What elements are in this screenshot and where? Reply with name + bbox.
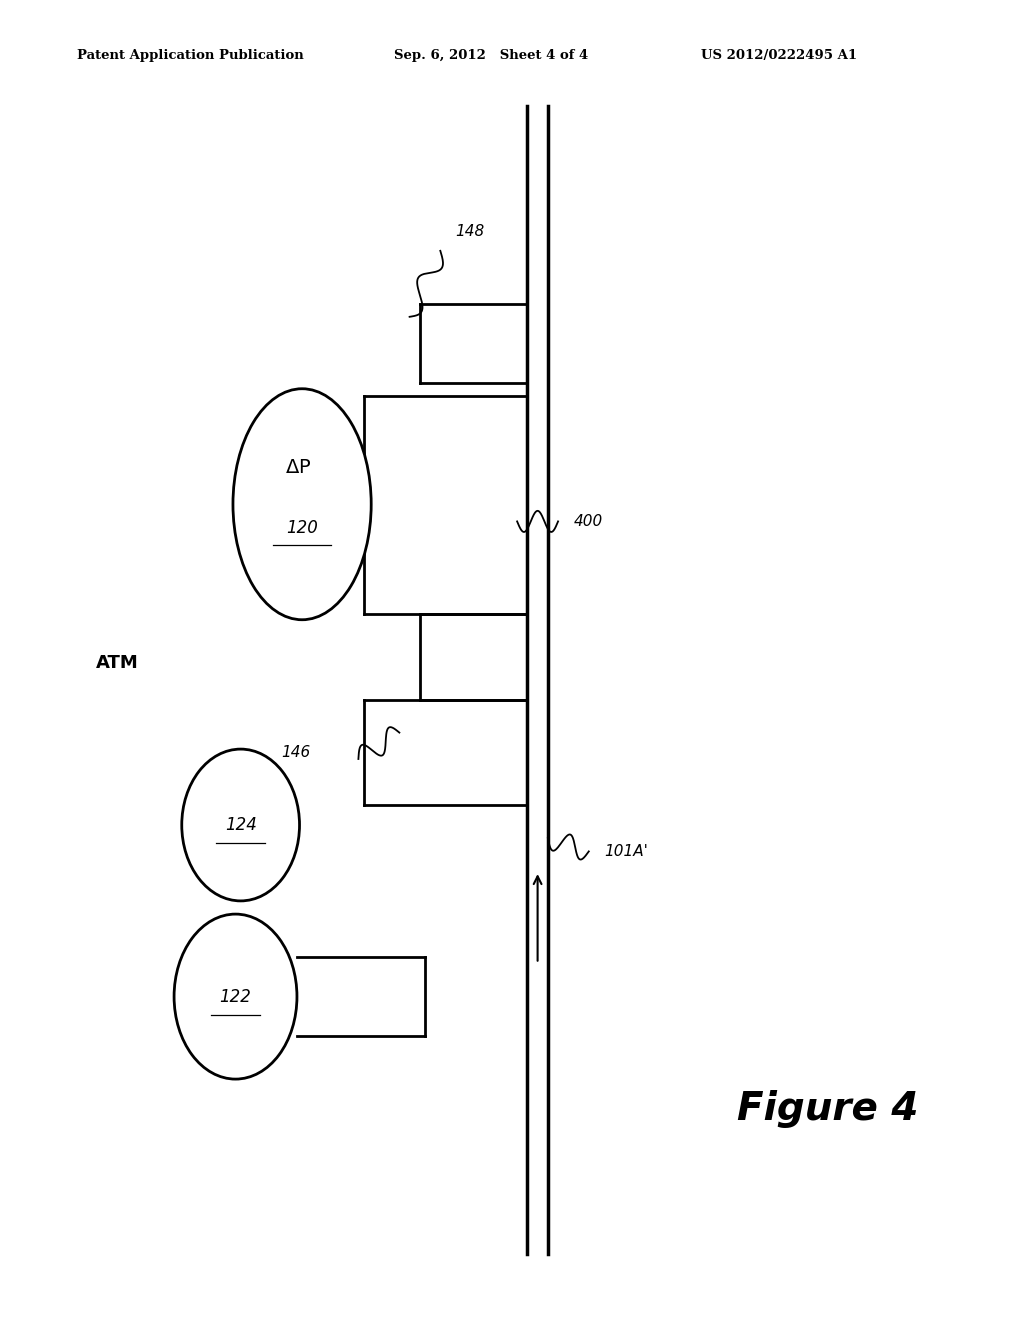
Text: Figure 4: Figure 4	[737, 1090, 919, 1127]
Text: Sep. 6, 2012   Sheet 4 of 4: Sep. 6, 2012 Sheet 4 of 4	[394, 49, 589, 62]
Text: 400: 400	[573, 513, 603, 529]
Text: ATM: ATM	[96, 653, 139, 672]
Ellipse shape	[232, 388, 371, 620]
Text: 120: 120	[286, 519, 318, 537]
Text: Patent Application Publication: Patent Application Publication	[77, 49, 303, 62]
Text: 148: 148	[456, 223, 485, 239]
Text: 124: 124	[224, 816, 257, 834]
Text: US 2012/0222495 A1: US 2012/0222495 A1	[701, 49, 857, 62]
Text: $\Delta$P: $\Delta$P	[285, 458, 311, 477]
Text: 122: 122	[219, 987, 252, 1006]
Text: 101A': 101A'	[604, 843, 648, 859]
Ellipse shape	[182, 748, 299, 900]
Ellipse shape	[174, 913, 297, 1080]
Text: 146: 146	[282, 744, 311, 760]
